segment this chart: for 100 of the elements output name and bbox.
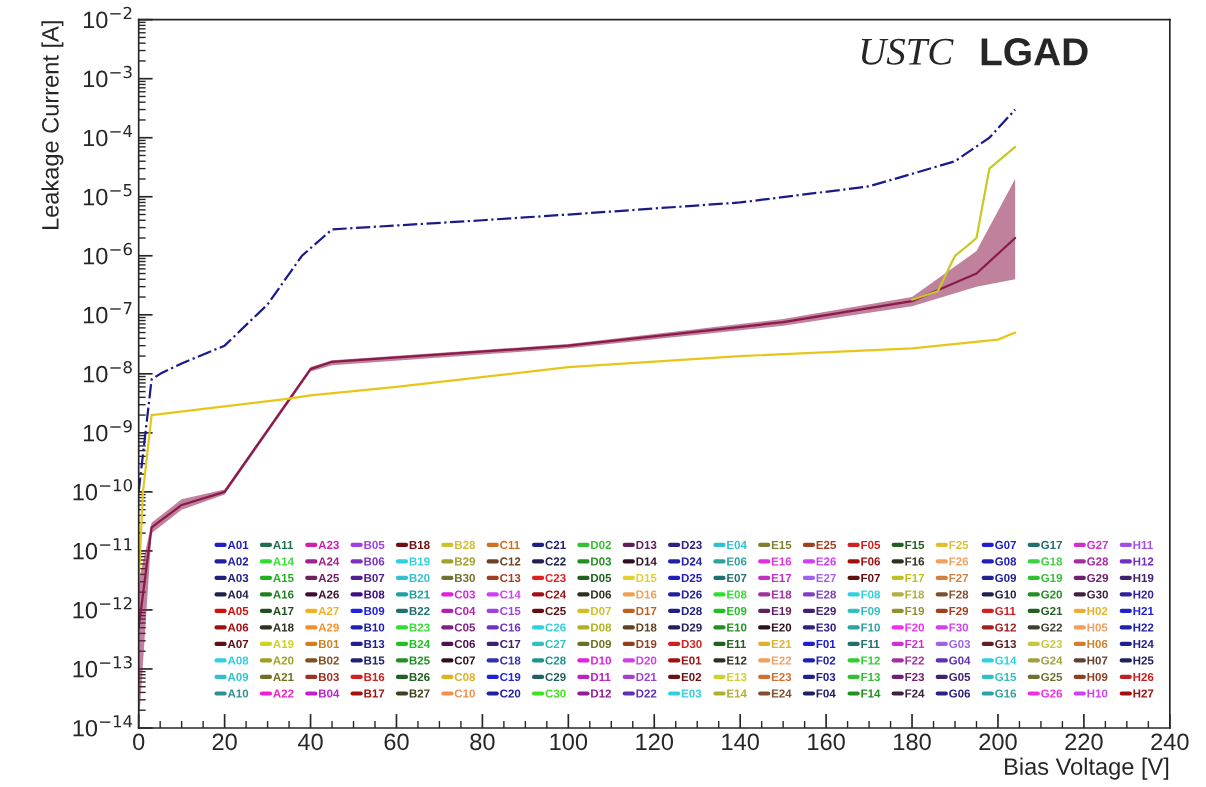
legend-label: A16 <box>273 590 294 599</box>
legend-label: F02 <box>816 656 836 665</box>
legend-label: C24 <box>545 590 567 599</box>
x-tick-label: 160 <box>808 733 845 751</box>
legend-label: D10 <box>591 656 612 665</box>
legend-label: F22 <box>905 656 925 665</box>
legend-label: E16 <box>771 557 792 566</box>
legend-label: H26 <box>1133 672 1154 682</box>
legend-label: D29 <box>681 623 702 632</box>
x-tick-label: 140 <box>722 733 759 751</box>
legend-label: D20 <box>636 656 657 665</box>
legend-label: A15 <box>273 574 294 583</box>
legend-label: A26 <box>318 590 339 599</box>
y-tick-label: 10$^{−13}$ <box>73 656 132 678</box>
legend-label: E04 <box>727 540 747 550</box>
legend-label: C17 <box>500 639 521 649</box>
legend-label: H12 <box>1133 557 1154 566</box>
legend-label: E01 <box>681 656 702 665</box>
x-tick-label: 240 <box>1151 733 1189 751</box>
x-tick-label: 20 <box>212 733 237 751</box>
legend-label: C11 <box>500 540 520 550</box>
x-tick-label: 120 <box>636 733 674 751</box>
legend-label: B26 <box>409 672 430 682</box>
legend-label: C12 <box>500 557 521 566</box>
x-tick-label: 0 <box>133 733 145 751</box>
legend-label: B25 <box>409 656 430 665</box>
legend-label: F18 <box>905 590 925 599</box>
legend-label: F13 <box>861 672 881 682</box>
y-tick-label: 10$^{−6}$ <box>83 242 132 265</box>
legend-label: B02 <box>318 656 339 665</box>
legend-label: G28 <box>1087 557 1109 566</box>
legend-label: F28 <box>949 590 969 599</box>
legend-label: B28 <box>455 540 476 550</box>
legend-label: A05 <box>227 606 249 616</box>
legend-label: H20 <box>1133 590 1154 599</box>
legend-label: D02 <box>591 540 612 550</box>
legend-label: D06 <box>591 590 612 599</box>
legend-label: B06 <box>364 557 385 566</box>
legend-label: F27 <box>949 573 969 582</box>
legend-label: E29 <box>816 606 836 616</box>
legend-label: C19 <box>500 672 521 682</box>
legend-label: C07 <box>454 656 475 665</box>
legend-label: E12 <box>727 656 747 665</box>
legend-label: F11 <box>861 640 880 648</box>
legend-label: G22 <box>1041 623 1063 632</box>
legend-label: B23 <box>409 623 430 632</box>
legend-label: E06 <box>727 557 747 566</box>
legend-label: B08 <box>364 590 385 599</box>
legend-label: E15 <box>771 540 792 550</box>
legend-label: C20 <box>500 689 521 698</box>
legend-label: E25 <box>816 540 837 550</box>
legend-label: F09 <box>861 606 880 616</box>
legend-label: A22 <box>273 689 294 698</box>
legend-label: G17 <box>1041 540 1062 550</box>
legend-label: A07 <box>227 639 249 649</box>
legend-label: F23 <box>905 672 925 682</box>
legend-label: D09 <box>591 639 612 649</box>
legend-label: B22 <box>409 606 430 615</box>
legend-label: D08 <box>591 623 612 632</box>
legend-label: D13 <box>636 540 657 550</box>
legend-label: C15 <box>500 606 521 616</box>
legend-label: A25 <box>318 573 340 583</box>
y-axis-title: Leakage Current [A] <box>41 21 64 230</box>
legend-label: A23 <box>318 540 339 550</box>
legend-label: E17 <box>771 574 792 582</box>
legend-label: F25 <box>949 540 969 550</box>
y-tick-label: 10$^{−14}$ <box>73 715 133 737</box>
legend-label: G10 <box>995 590 1017 599</box>
legend-label: D21 <box>636 672 657 681</box>
legend-label: D16 <box>636 590 657 599</box>
y-tick-label: 10$^{−12}$ <box>73 596 132 619</box>
legend-label: B19 <box>409 557 430 566</box>
legend-label: F19 <box>905 606 925 616</box>
legend-label: G06 <box>949 689 971 698</box>
legend-label: B30 <box>455 573 475 583</box>
legend-label: F08 <box>861 590 881 599</box>
legend-label: F16 <box>905 557 925 566</box>
legend-label: G26 <box>1041 689 1063 698</box>
legend-label: E27 <box>816 573 836 582</box>
legend-label: B04 <box>318 689 340 698</box>
legend-label: D07 <box>591 606 611 616</box>
legend-label: G14 <box>995 656 1017 665</box>
legend-label: A04 <box>227 590 249 599</box>
legend-label: C18 <box>500 656 521 665</box>
legend-label: G19 <box>1041 573 1063 583</box>
legend-label: E03 <box>681 689 702 698</box>
legend-label: G15 <box>995 672 1017 682</box>
legend-label: A11 <box>273 540 294 549</box>
legend-label: H27 <box>1133 689 1154 698</box>
legend-label: C16 <box>500 623 521 632</box>
legend-label: A29 <box>318 623 339 632</box>
legend-label: E02 <box>681 672 702 682</box>
y-tick-label: 10$^{−7}$ <box>83 302 132 324</box>
legend-label: D28 <box>681 606 702 616</box>
y-tick-label: 10$^{−5}$ <box>83 184 132 206</box>
legend-label: D19 <box>636 639 657 649</box>
legend-label: G24 <box>1041 656 1063 665</box>
legend-label: E19 <box>771 606 792 616</box>
legend-label: C29 <box>545 672 566 682</box>
legend-label: G27 <box>1087 540 1108 550</box>
